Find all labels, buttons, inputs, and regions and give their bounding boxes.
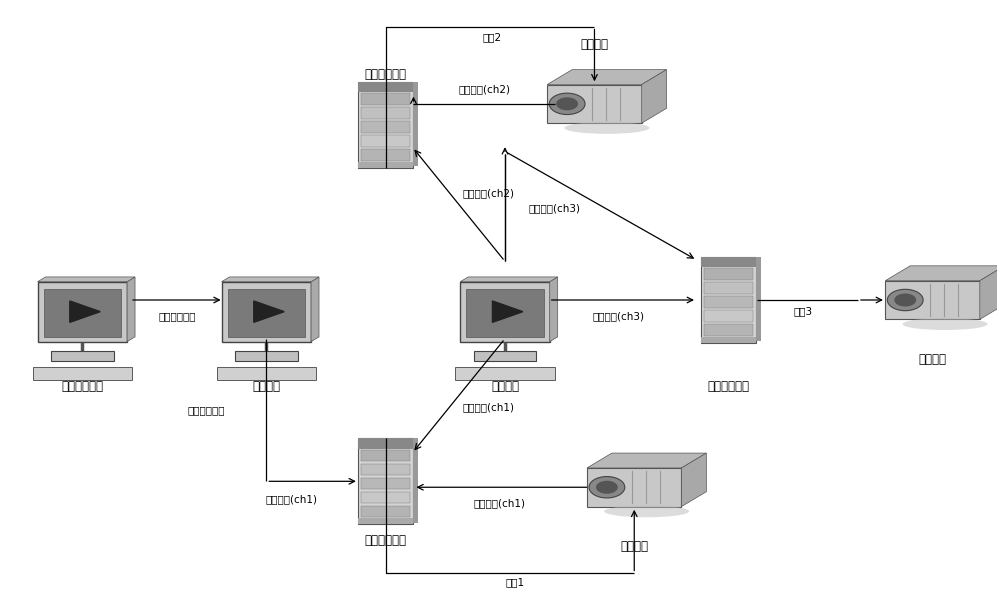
- Bar: [51, 351, 114, 361]
- Polygon shape: [885, 266, 1000, 281]
- Text: 投影设备: 投影设备: [580, 38, 608, 51]
- Bar: [358, 438, 413, 449]
- Bar: [704, 268, 753, 280]
- Polygon shape: [642, 70, 667, 123]
- Bar: [704, 296, 753, 308]
- Polygon shape: [550, 277, 558, 341]
- Bar: [361, 506, 410, 517]
- Text: 像素信息(ch1): 像素信息(ch1): [265, 494, 317, 504]
- Bar: [460, 281, 550, 341]
- Polygon shape: [222, 277, 319, 281]
- Bar: [358, 82, 413, 168]
- Text: 图像服务节点: 图像服务节点: [708, 380, 750, 392]
- Text: 渲染节点: 渲染节点: [252, 380, 280, 392]
- Text: 像素信息(ch2): 像素信息(ch2): [458, 84, 510, 94]
- Text: 像素信息(ch3): 像素信息(ch3): [592, 311, 644, 322]
- Bar: [413, 82, 418, 166]
- Circle shape: [596, 481, 618, 494]
- Polygon shape: [681, 453, 706, 506]
- Bar: [361, 478, 410, 490]
- Bar: [361, 491, 410, 503]
- Bar: [885, 281, 980, 319]
- Text: 像素信息(ch2): 像素信息(ch2): [462, 188, 514, 198]
- Bar: [704, 310, 753, 322]
- Bar: [358, 518, 413, 524]
- Bar: [587, 468, 681, 506]
- Bar: [704, 283, 753, 294]
- Bar: [358, 438, 413, 524]
- Bar: [358, 162, 413, 168]
- Ellipse shape: [903, 318, 988, 330]
- Bar: [474, 351, 536, 361]
- Bar: [701, 337, 756, 343]
- Circle shape: [887, 289, 923, 311]
- Bar: [361, 135, 410, 146]
- Text: 图像服务节点: 图像服务节点: [365, 534, 407, 547]
- Polygon shape: [311, 277, 319, 341]
- Polygon shape: [492, 301, 523, 322]
- Circle shape: [549, 93, 585, 115]
- Bar: [413, 438, 418, 523]
- Bar: [466, 289, 544, 337]
- Bar: [701, 257, 756, 267]
- Circle shape: [589, 476, 625, 498]
- Text: 用户服务节点: 用户服务节点: [61, 380, 103, 392]
- Bar: [222, 281, 311, 341]
- Bar: [361, 450, 410, 461]
- Bar: [701, 257, 756, 343]
- Text: 动载平衡控制: 动载平衡控制: [188, 405, 225, 415]
- Polygon shape: [980, 266, 1000, 319]
- Text: 通道1: 通道1: [505, 577, 524, 587]
- Bar: [361, 464, 410, 475]
- Circle shape: [556, 97, 578, 110]
- Polygon shape: [127, 277, 135, 341]
- Bar: [361, 121, 410, 133]
- Bar: [756, 257, 761, 341]
- Polygon shape: [587, 453, 706, 468]
- Bar: [217, 367, 316, 380]
- Ellipse shape: [564, 122, 649, 134]
- Bar: [33, 367, 132, 380]
- Text: 投影设备: 投影设备: [919, 353, 947, 366]
- Text: 通道3: 通道3: [794, 306, 813, 316]
- Text: 渲染节点: 渲染节点: [491, 380, 519, 392]
- Text: 像素信息(ch1): 像素信息(ch1): [474, 498, 526, 508]
- Text: 像素信息(ch3): 像素信息(ch3): [529, 203, 581, 213]
- Ellipse shape: [604, 505, 689, 517]
- Text: 投影设备: 投影设备: [620, 540, 648, 553]
- Polygon shape: [547, 70, 667, 85]
- Bar: [228, 289, 305, 337]
- Bar: [704, 325, 753, 336]
- Polygon shape: [460, 277, 558, 281]
- Polygon shape: [254, 301, 284, 322]
- Circle shape: [894, 293, 916, 307]
- Bar: [361, 107, 410, 119]
- Bar: [358, 82, 413, 92]
- Bar: [361, 149, 410, 161]
- Polygon shape: [38, 277, 135, 281]
- Text: 图像服务节点: 图像服务节点: [365, 68, 407, 80]
- Text: 像素信息(ch1): 像素信息(ch1): [462, 402, 514, 412]
- Bar: [547, 85, 642, 123]
- Text: 动载平衡控制: 动载平衡控制: [158, 311, 196, 322]
- Polygon shape: [70, 301, 100, 322]
- Text: 通道2: 通道2: [482, 32, 502, 42]
- Bar: [38, 281, 127, 341]
- Bar: [235, 351, 298, 361]
- Bar: [361, 93, 410, 104]
- Bar: [44, 289, 121, 337]
- Bar: [455, 367, 555, 380]
